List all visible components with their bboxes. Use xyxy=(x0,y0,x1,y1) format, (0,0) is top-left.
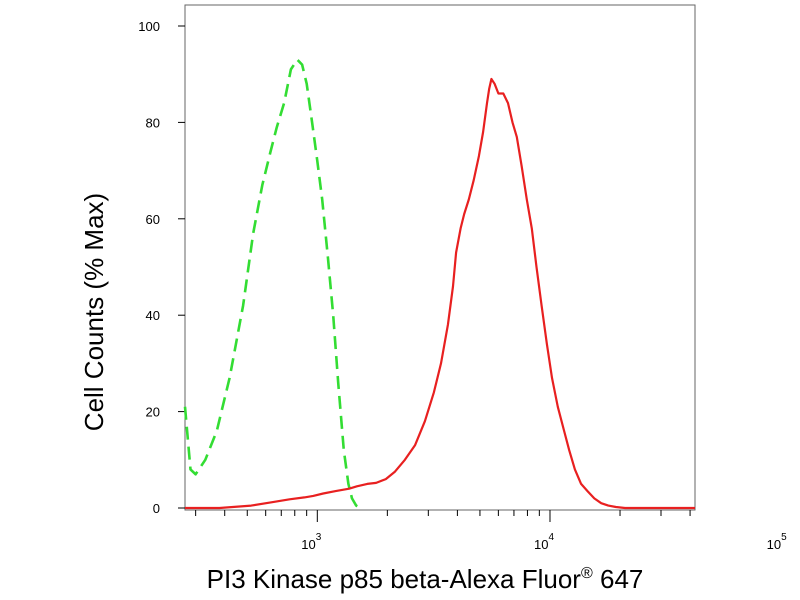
series-layer xyxy=(183,58,695,510)
plot-frame xyxy=(184,4,696,511)
x-tick-label: 103 xyxy=(301,532,321,552)
series-line-dashed-green xyxy=(183,58,362,510)
x-tick-label-base: 10 xyxy=(767,537,781,552)
y-tick-label: 80 xyxy=(146,115,160,130)
x-tick-label-exponent: 4 xyxy=(548,532,554,543)
y-tick-label: 100 xyxy=(138,19,160,34)
y-tick-label: 0 xyxy=(153,501,160,516)
y-axis: 0 20 40 60 80 100 xyxy=(138,19,185,516)
x-tick-label-base: 10 xyxy=(534,537,548,552)
x-tick-label-base: 10 xyxy=(301,537,315,552)
x-tick-label-exponent: 5 xyxy=(781,532,787,543)
y-tick-label: 60 xyxy=(146,212,160,227)
y-axis-title: Cell Counts (% Max) xyxy=(79,193,109,431)
x-axis-title-suffix: 647 xyxy=(593,564,644,594)
y-tick-label: 40 xyxy=(146,308,160,323)
x-axis-title-superscript: ® xyxy=(581,565,593,582)
x-tick-label: 104 xyxy=(534,532,554,552)
x-tick-label-exponent: 3 xyxy=(316,532,322,543)
x-axis-title-main: PI3 Kinase p85 beta-Alexa Fluor xyxy=(207,564,582,594)
x-tick-label: 105 xyxy=(767,532,787,552)
series-line-solid-red xyxy=(185,77,695,510)
x-axis-title: PI3 Kinase p85 beta-Alexa Fluor® 647 xyxy=(207,564,644,594)
x-axis: 103 104 105 xyxy=(195,510,787,552)
y-tick-label: 20 xyxy=(146,405,160,420)
